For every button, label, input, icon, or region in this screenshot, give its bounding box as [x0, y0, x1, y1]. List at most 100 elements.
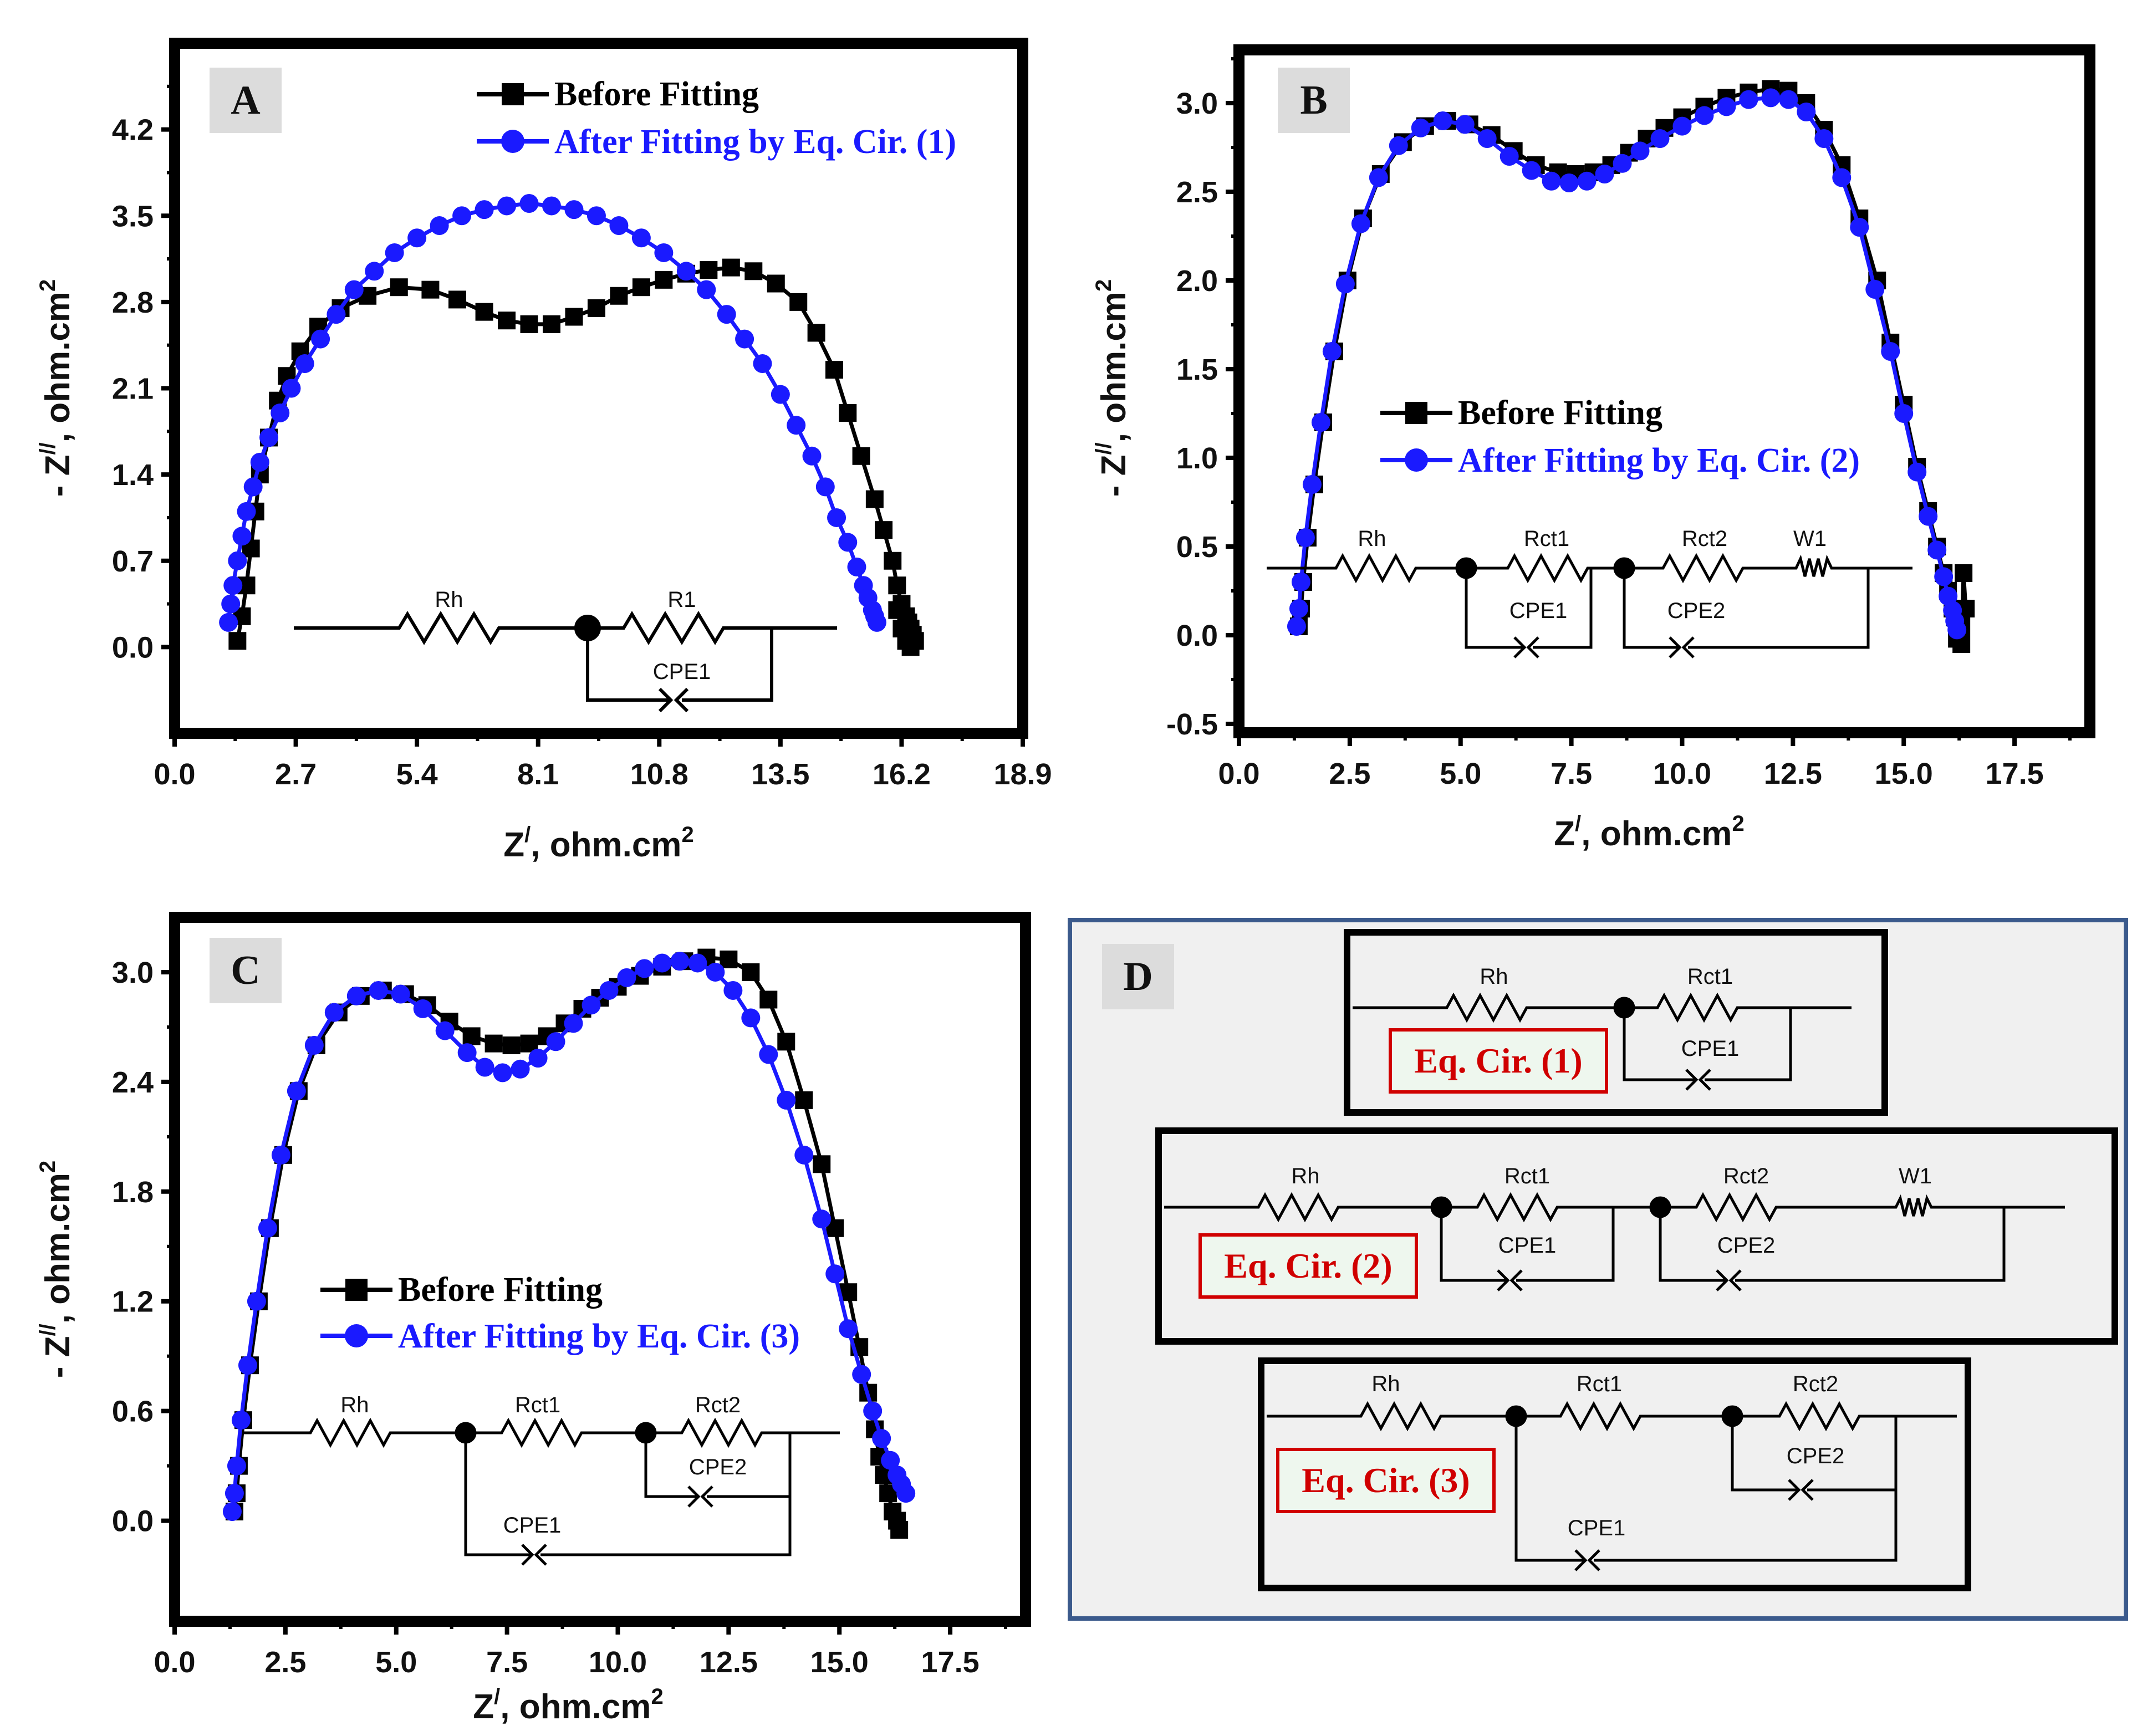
panel-b: 0.0 2.5 5.0 7.5 10.0 12.5 15.0 17.5-0.50.00.51.… [1092, 44, 2095, 853]
data-point-square [795, 1091, 813, 1109]
data-point-circle [1779, 90, 1798, 109]
x-tick-label: 12.5 [1764, 757, 1822, 790]
data-point-circle [238, 1356, 257, 1375]
panel-a-legend: Before Fitting After Fitting by Eq. Cir.… [477, 75, 956, 161]
data-point-circle [771, 385, 790, 404]
data-point-square [448, 290, 466, 309]
label-rh: Rh [1358, 527, 1386, 551]
data-point-circle [407, 228, 427, 248]
data-point-circle [852, 1365, 871, 1384]
eq-cir-2-box: Rh Rct1 Rct2 W1 CPE1 CPE2 Eq. Cir. (2) [1155, 1127, 2118, 1345]
eq-cir-2-frame [1155, 1127, 2118, 1345]
legend-before-label: Before Fitting [1458, 394, 1662, 432]
data-point-square [498, 312, 516, 330]
data-point-square [813, 1155, 831, 1173]
x-tick-label: 17.5 [921, 1646, 980, 1679]
resistor-rh [1164, 1192, 1441, 1223]
data-point-circle [872, 1429, 891, 1448]
data-point-circle [759, 1045, 778, 1064]
data-point-circle [1477, 129, 1497, 148]
panel-c-xlabel: Z/, ohm.cm2 [473, 1684, 663, 1726]
data-point-circle [1302, 475, 1322, 494]
data-point-circle [365, 262, 384, 281]
resistor-rh [244, 1417, 466, 1448]
eq-cir-3-label-box [1276, 1448, 1496, 1513]
cpe2-element [644, 1433, 790, 1508]
resistor-r1 [588, 611, 837, 645]
legend-marker-circle [1405, 448, 1428, 472]
data-point-circle [475, 1058, 494, 1077]
data-point-circle [1455, 115, 1475, 134]
data-point-circle [670, 952, 690, 971]
x-tick-label: 2.7 [275, 758, 317, 791]
cpe1-element [1623, 1008, 1792, 1091]
legend-marker-square [345, 1279, 368, 1301]
x-tick-label: 10.0 [1653, 757, 1711, 790]
data-point-square [742, 963, 760, 981]
y-tick-label: -0.5 [1166, 708, 1218, 741]
data-point-circle [723, 981, 743, 1000]
label-cpe2: CPE2 [1787, 1444, 1845, 1468]
x-tick-label: 15.0 [810, 1646, 869, 1679]
data-point-square [777, 1033, 795, 1051]
data-point-circle [231, 1411, 251, 1430]
panel-a-plot [219, 194, 924, 656]
resistor-rh [1267, 553, 1466, 584]
data-point-circle [586, 206, 606, 226]
panel-b-plot [1287, 80, 1975, 653]
panel-a-tag-box [210, 68, 282, 133]
data-point-square [807, 324, 825, 342]
x-tick-label: 0.0 [154, 758, 195, 791]
label-rh: Rh [340, 1393, 369, 1417]
data-point-circle [282, 379, 301, 398]
data-point-circle [777, 1090, 796, 1110]
eq-cir-1-frame [1344, 929, 1888, 1116]
panel-a-ylabel: - Z//, ohm.cm2 [35, 279, 77, 497]
y-tick-label: 1.0 [1176, 442, 1218, 475]
data-point-square [700, 261, 718, 279]
label-rct2: Rct2 [1793, 1372, 1838, 1396]
data-point-circle [1411, 118, 1430, 137]
legend-after-label: After Fitting by Eq. Cir. (2) [1458, 442, 1860, 479]
data-point-circle [1389, 136, 1408, 155]
resistor-rct2-w1 [1624, 553, 1912, 584]
data-point-circle [369, 981, 388, 1000]
data-point-circle [497, 196, 517, 216]
data-point-square [610, 287, 628, 305]
data-point-square [789, 293, 808, 311]
x-tick-label: 2.5 [1329, 757, 1370, 790]
data-point-circle [1351, 214, 1370, 233]
data-point-square [587, 299, 605, 317]
data-point-square [1955, 564, 1973, 582]
y-tick-label: 3.0 [112, 956, 154, 989]
data-point-square [390, 278, 408, 297]
panel-b-circuit [1267, 553, 1912, 658]
panel-c-frame [169, 912, 1031, 1627]
data-point-circle [1296, 528, 1315, 547]
y-tick-label: 0.7 [112, 545, 154, 578]
data-point-circle [259, 428, 278, 447]
label-cpe1: CPE1 [1509, 599, 1568, 623]
data-point-circle [706, 962, 725, 982]
label-rh: Rh [435, 588, 463, 612]
data-point-square [884, 552, 902, 570]
legend-after-label: After Fitting by Eq. Cir. (3) [398, 1318, 800, 1355]
label-rct1: Rct1 [1577, 1372, 1622, 1396]
data-point-circle [802, 446, 822, 466]
data-point-square [852, 447, 870, 465]
x-tick-label: 10.8 [630, 758, 688, 791]
data-point-circle [435, 1021, 455, 1040]
data-point-square [462, 1027, 481, 1045]
data-point-square [890, 1521, 909, 1539]
data-point-circle [1311, 413, 1330, 432]
data-point-circle [787, 416, 806, 435]
panel-a-xlabel: Z/, ohm.cm2 [503, 823, 693, 864]
x-tick-label: 10.0 [589, 1646, 647, 1679]
data-point-circle [385, 243, 404, 262]
panel-b-ylabel: - Z//, ohm.cm2 [1092, 279, 1133, 497]
data-point-square [502, 1036, 521, 1054]
data-point-circle [1919, 507, 1938, 526]
data-point-circle [1934, 567, 1954, 586]
data-point-circle [346, 986, 366, 1005]
x-tick-label: 13.5 [751, 758, 809, 791]
